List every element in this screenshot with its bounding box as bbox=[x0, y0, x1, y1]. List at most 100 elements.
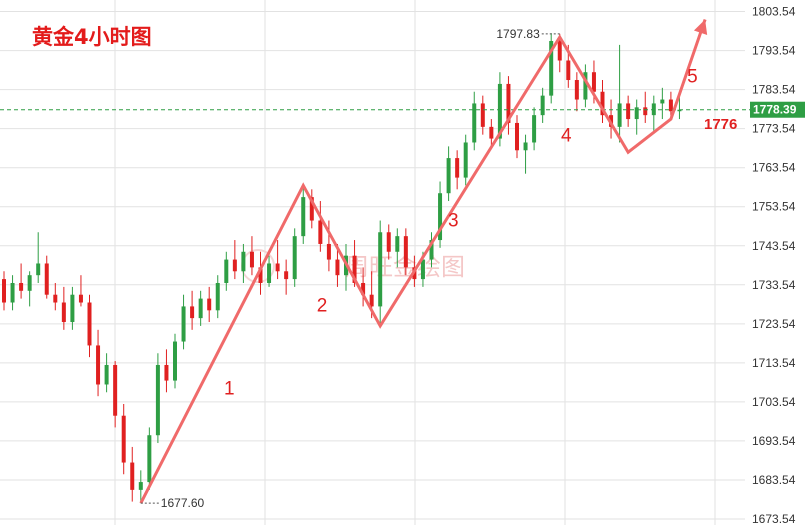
candle-body bbox=[10, 282, 15, 303]
low-marker-label: 1677.60 bbox=[161, 496, 205, 510]
y-tick-label: 1743.54 bbox=[752, 239, 796, 253]
candle-body bbox=[677, 109, 682, 112]
candle-body bbox=[429, 240, 434, 260]
wave-label-5: 5 bbox=[687, 67, 698, 88]
candle-body bbox=[87, 302, 92, 346]
candle-body bbox=[378, 232, 383, 307]
y-tick-label: 1763.54 bbox=[752, 161, 796, 175]
candle-body bbox=[626, 103, 631, 120]
candle-body bbox=[515, 122, 519, 151]
candle-body bbox=[173, 341, 177, 381]
candle-body bbox=[326, 243, 331, 260]
candle-body bbox=[207, 298, 212, 311]
y-tick-label: 1733.54 bbox=[752, 278, 796, 292]
candle-body bbox=[540, 95, 545, 116]
candle-body bbox=[249, 251, 254, 268]
candle-body bbox=[591, 72, 596, 92]
candle-body bbox=[190, 306, 195, 319]
candle-body bbox=[369, 294, 374, 307]
candle-body bbox=[574, 80, 579, 100]
y-tick-label: 1713.54 bbox=[752, 356, 796, 370]
y-tick-label: 1773.54 bbox=[752, 122, 796, 136]
candle-body bbox=[600, 91, 605, 116]
wave-label-3: 3 bbox=[448, 211, 459, 232]
wave-label-4: 4 bbox=[561, 126, 572, 147]
candle-body bbox=[147, 435, 152, 483]
candle-body bbox=[241, 251, 246, 272]
y-tick-label: 1753.54 bbox=[752, 200, 796, 214]
candle-body bbox=[301, 197, 306, 237]
candle-body bbox=[557, 40, 562, 61]
candle-body bbox=[318, 220, 323, 244]
candle-body bbox=[361, 282, 366, 295]
candle-body bbox=[258, 267, 263, 283]
wave-arrowhead bbox=[693, 19, 708, 36]
y-tick-label: 1673.54 bbox=[752, 512, 796, 525]
candle-body bbox=[181, 306, 186, 342]
y-tick-label: 1723.54 bbox=[752, 317, 796, 331]
y-tick-label: 1703.54 bbox=[752, 395, 796, 409]
candle-body bbox=[523, 142, 528, 151]
candle-body bbox=[224, 259, 229, 283]
candle-body bbox=[660, 99, 665, 104]
candle-body bbox=[643, 107, 648, 116]
candle-body bbox=[446, 158, 451, 194]
wave-line bbox=[139, 19, 707, 504]
candle-body bbox=[36, 263, 41, 276]
current-price-badge-bg bbox=[750, 101, 805, 118]
candle-body bbox=[566, 60, 571, 81]
candle-body bbox=[164, 364, 169, 381]
candle-body bbox=[634, 107, 639, 120]
candle-body bbox=[472, 103, 477, 143]
annotations: 1797.83 1677.60 1776 bbox=[140, 27, 737, 510]
candle-body bbox=[506, 83, 511, 123]
candle-body bbox=[155, 364, 160, 436]
candle-body bbox=[275, 263, 280, 272]
candle-body bbox=[284, 271, 289, 280]
y-tick-label: 1683.54 bbox=[752, 473, 796, 487]
y-tick-label: 1783.54 bbox=[752, 83, 796, 97]
candle-body bbox=[352, 255, 357, 283]
candle-body bbox=[497, 83, 502, 139]
candle-body bbox=[335, 259, 340, 276]
candle-body bbox=[532, 115, 537, 143]
candle-body bbox=[438, 193, 443, 241]
candle-body bbox=[668, 99, 673, 112]
candle-body bbox=[292, 236, 297, 280]
candle-body bbox=[113, 364, 118, 416]
current-price-badge: 1778.39 bbox=[750, 101, 805, 118]
candle-body bbox=[583, 72, 588, 100]
candle-body bbox=[27, 275, 32, 291]
candle-body bbox=[44, 263, 49, 295]
candle-body bbox=[395, 236, 400, 252]
y-tick-label: 1803.54 bbox=[752, 5, 796, 19]
candle-body bbox=[121, 415, 126, 463]
candle-body bbox=[267, 263, 272, 283]
candle-body bbox=[403, 236, 408, 268]
candle-body bbox=[78, 294, 83, 303]
y-tick-label: 1793.54 bbox=[752, 44, 796, 58]
candle-body bbox=[53, 294, 58, 303]
candle-body bbox=[215, 282, 220, 311]
candle-body bbox=[386, 232, 391, 252]
high-marker-label: 1797.83 bbox=[496, 27, 540, 41]
candle-body bbox=[2, 279, 6, 303]
candle-body bbox=[19, 282, 24, 291]
current-price-badge-label: 1778.39 bbox=[753, 103, 797, 117]
wave-label-2: 2 bbox=[317, 296, 328, 317]
wave-path: 1 2 3 4 5 bbox=[139, 19, 708, 504]
candle-body bbox=[198, 298, 203, 319]
candle-body bbox=[138, 482, 143, 490]
candle-body bbox=[232, 259, 237, 272]
candle-body bbox=[70, 294, 75, 323]
candle-body bbox=[96, 345, 101, 385]
chart-title: 黄金4小时图 bbox=[32, 25, 152, 49]
candle-body bbox=[463, 142, 468, 178]
level-label: 1776 bbox=[704, 116, 737, 133]
candle-body bbox=[617, 103, 622, 127]
candle-body bbox=[480, 103, 485, 127]
wave-label-1: 1 bbox=[224, 378, 235, 399]
y-tick-label: 1693.54 bbox=[752, 434, 796, 448]
candle-body bbox=[489, 126, 494, 139]
